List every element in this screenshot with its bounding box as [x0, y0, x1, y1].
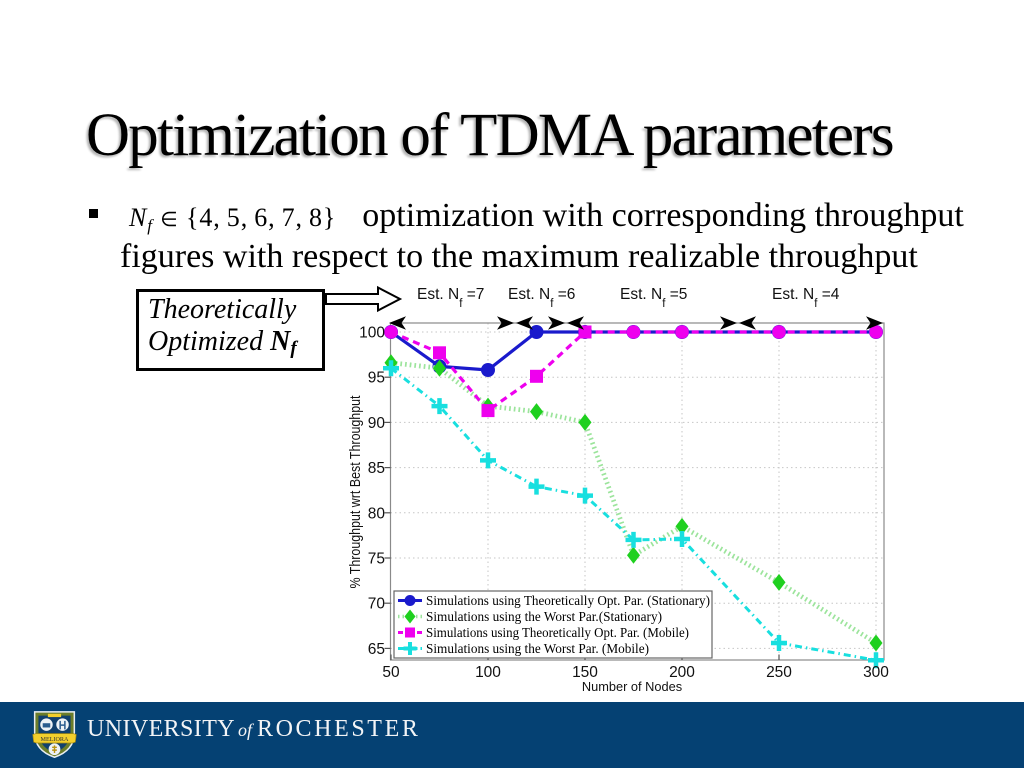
svg-text:80: 80 — [368, 505, 386, 522]
svg-text:Simulations using the Worst Pa: Simulations using the Worst Par.(Station… — [426, 609, 662, 624]
svg-text:Est. Nf =7: Est. Nf =7 — [417, 286, 484, 310]
svg-text:70: 70 — [368, 596, 386, 613]
svg-text:65: 65 — [368, 641, 385, 658]
svg-text:75: 75 — [368, 551, 385, 568]
svg-text:MELIORA: MELIORA — [41, 737, 69, 743]
svg-text:200: 200 — [669, 664, 695, 681]
svg-text:300: 300 — [863, 664, 889, 681]
svg-text:95: 95 — [368, 370, 385, 387]
svg-text:100: 100 — [475, 664, 501, 681]
svg-text:Est. Nf =6: Est. Nf =6 — [508, 286, 575, 310]
svg-text:% Throughput wrt Best Throughp: % Throughput wrt Best Throughput — [347, 395, 364, 589]
svg-text:90: 90 — [368, 415, 386, 432]
svg-text:150: 150 — [572, 664, 598, 681]
svg-text:Number of Nodes: Number of Nodes — [582, 679, 682, 694]
svg-text:250: 250 — [766, 664, 792, 681]
svg-text:Est. Nf =5: Est. Nf =5 — [620, 286, 687, 310]
svg-text:85: 85 — [368, 460, 385, 477]
svg-text:Est. Nf =4: Est. Nf =4 — [772, 286, 840, 310]
svg-text:Simulations using Theoreticall: Simulations using Theoretically Opt. Par… — [426, 593, 710, 608]
svg-text:Simulations using Theoreticall: Simulations using Theoretically Opt. Par… — [426, 625, 689, 640]
svg-text:Simulations using the Worst Pa: Simulations using the Worst Par. (Mobile… — [426, 641, 649, 656]
svg-text:100: 100 — [359, 325, 385, 342]
svg-text:50: 50 — [382, 664, 400, 681]
